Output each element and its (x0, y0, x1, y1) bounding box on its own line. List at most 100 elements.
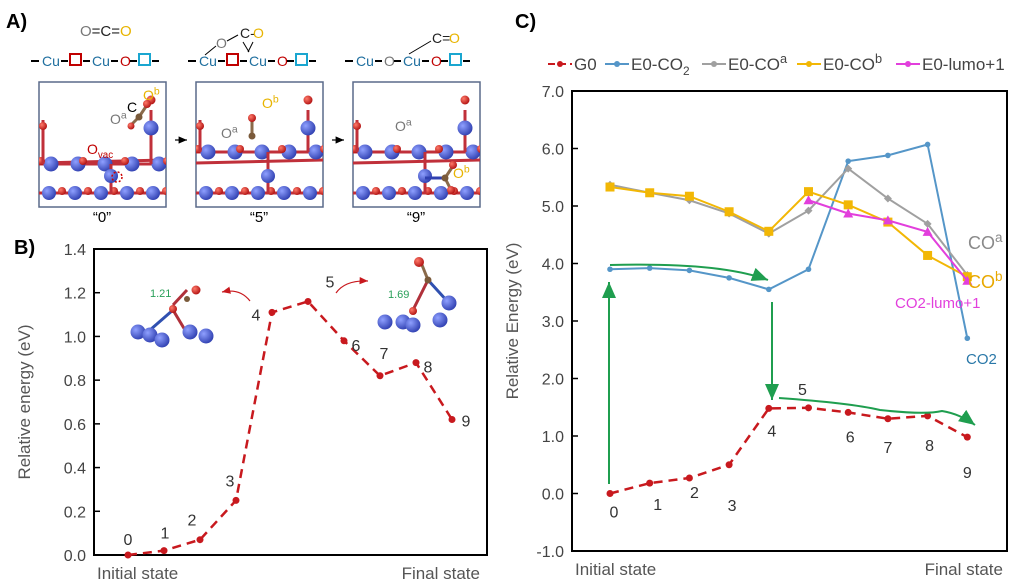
series-e0-cob (605, 182, 972, 282)
cu-atom (465, 144, 480, 160)
point-label: 6 (846, 429, 855, 446)
cu-atom (142, 327, 158, 343)
o-atom (435, 145, 443, 153)
point-label: 7 (380, 346, 389, 363)
y-tick-label: 1.0 (64, 329, 86, 346)
insets-b: 1.21 1.69 (130, 257, 457, 348)
cu-atom (441, 295, 457, 311)
legend-label: E0-lumo+1 (922, 55, 1005, 74)
bond-line (247, 41, 254, 53)
series-0-point (412, 359, 420, 367)
o-atom (476, 187, 480, 195)
o-atom (163, 157, 166, 165)
point-label: 4 (252, 307, 261, 324)
y-tick-label: 1.2 (64, 286, 86, 303)
panel-b: B) Relative energy (eV) Initial state Fi… (14, 237, 488, 583)
panel-c-label: C) (515, 11, 536, 33)
cu-atom (303, 186, 317, 200)
cu-atom (42, 186, 56, 200)
o-atom (84, 187, 92, 195)
series-e0-cob-point (923, 250, 933, 260)
series-g0-point (884, 415, 892, 423)
o-atom (293, 187, 301, 195)
plot-frame-c (571, 90, 1008, 552)
label-oa-sup: a (121, 109, 127, 121)
vacancy-square-glyph: □ (0, 0, 1, 1)
series-e0-cob-point (843, 200, 853, 210)
series-e0-co2-point (607, 266, 613, 273)
marks-c: -1.0 0.0 1.0 2.0 3.0 4.0 5.0 6.0 7.0 0 1 2 3 4 5 6 7 8 9 (536, 84, 973, 561)
label-oa-sup: a (406, 116, 412, 128)
adsorbate-o: O (216, 35, 227, 51)
series-e0-cob-point (724, 207, 734, 217)
series-g0-point (924, 412, 932, 420)
o-atom (320, 145, 323, 153)
bond (149, 308, 174, 332)
c-atom (441, 174, 449, 182)
label-ob: Ob (262, 93, 279, 111)
end-label-coa: COa (968, 230, 1003, 253)
plot-frame-b (93, 248, 488, 556)
label-ovac-main: O (87, 141, 98, 157)
legend-item-g0: G0 (548, 55, 597, 74)
legend-label: G0 (574, 55, 597, 74)
series-e0-coa-point (844, 164, 853, 173)
cu-atom (254, 144, 270, 160)
bond-length-label: 1.21 (150, 288, 171, 300)
chain-atom: Cu (42, 53, 60, 69)
bond-line (226, 34, 239, 42)
cu-atom (277, 186, 291, 200)
label-oa-main: O (110, 111, 121, 127)
cu-atom (199, 186, 213, 200)
o-atom (58, 187, 66, 195)
y-tick-label: 2.0 (542, 372, 564, 389)
series-e0-co2-point (686, 267, 693, 274)
vacancy-square-glyph: □ (0, 0, 1, 1)
point-label: 5 (798, 382, 807, 399)
panel-a-label: A) (6, 11, 27, 33)
label-ovac-sub: vac (98, 150, 113, 161)
c-atom (248, 132, 256, 140)
legend-item-e0-cob: E0-COb (797, 51, 882, 74)
legend-label-sup: a (780, 51, 788, 66)
series-g0-point (606, 490, 614, 497)
vacancy-square (138, 53, 151, 66)
series-e0-co2-point (726, 275, 732, 281)
cu-atom (408, 186, 422, 200)
o-atom (477, 145, 480, 153)
cu-atom (68, 186, 82, 200)
series-e0-lumo-1-point (843, 208, 854, 218)
label-ovac: Ovac (87, 141, 113, 161)
o-atom (319, 187, 323, 195)
point-label: 1 (161, 526, 170, 543)
series-e0-cob-point (804, 187, 813, 197)
x-label-initial-c: Initial state (575, 560, 656, 579)
cu-atom (94, 186, 108, 200)
label-ob-main: O (143, 87, 154, 103)
series-0-point (376, 372, 384, 380)
series-g0-line (609, 406, 968, 495)
vacancy-square-glyph: □ (0, 0, 1, 1)
legend-label-sub: 2 (683, 64, 690, 78)
end-label-co2-lumo: CO2-lumo+1 (895, 295, 980, 312)
label-ob-sup: b (154, 85, 160, 97)
cu-atom (120, 186, 134, 200)
cu-atom (457, 120, 473, 136)
chain-atom: O (120, 53, 131, 69)
series-g0-point (805, 404, 812, 412)
point-label: 5 (326, 274, 335, 291)
legend-label-sup: b (875, 51, 882, 66)
curved-arrow-icon (221, 286, 251, 302)
cu-atom (434, 186, 448, 200)
cu-atom (300, 120, 316, 136)
vacancy-square-glyph: □ (0, 0, 1, 1)
label-c: C (127, 99, 137, 115)
chain-atom: Cu (92, 53, 110, 69)
